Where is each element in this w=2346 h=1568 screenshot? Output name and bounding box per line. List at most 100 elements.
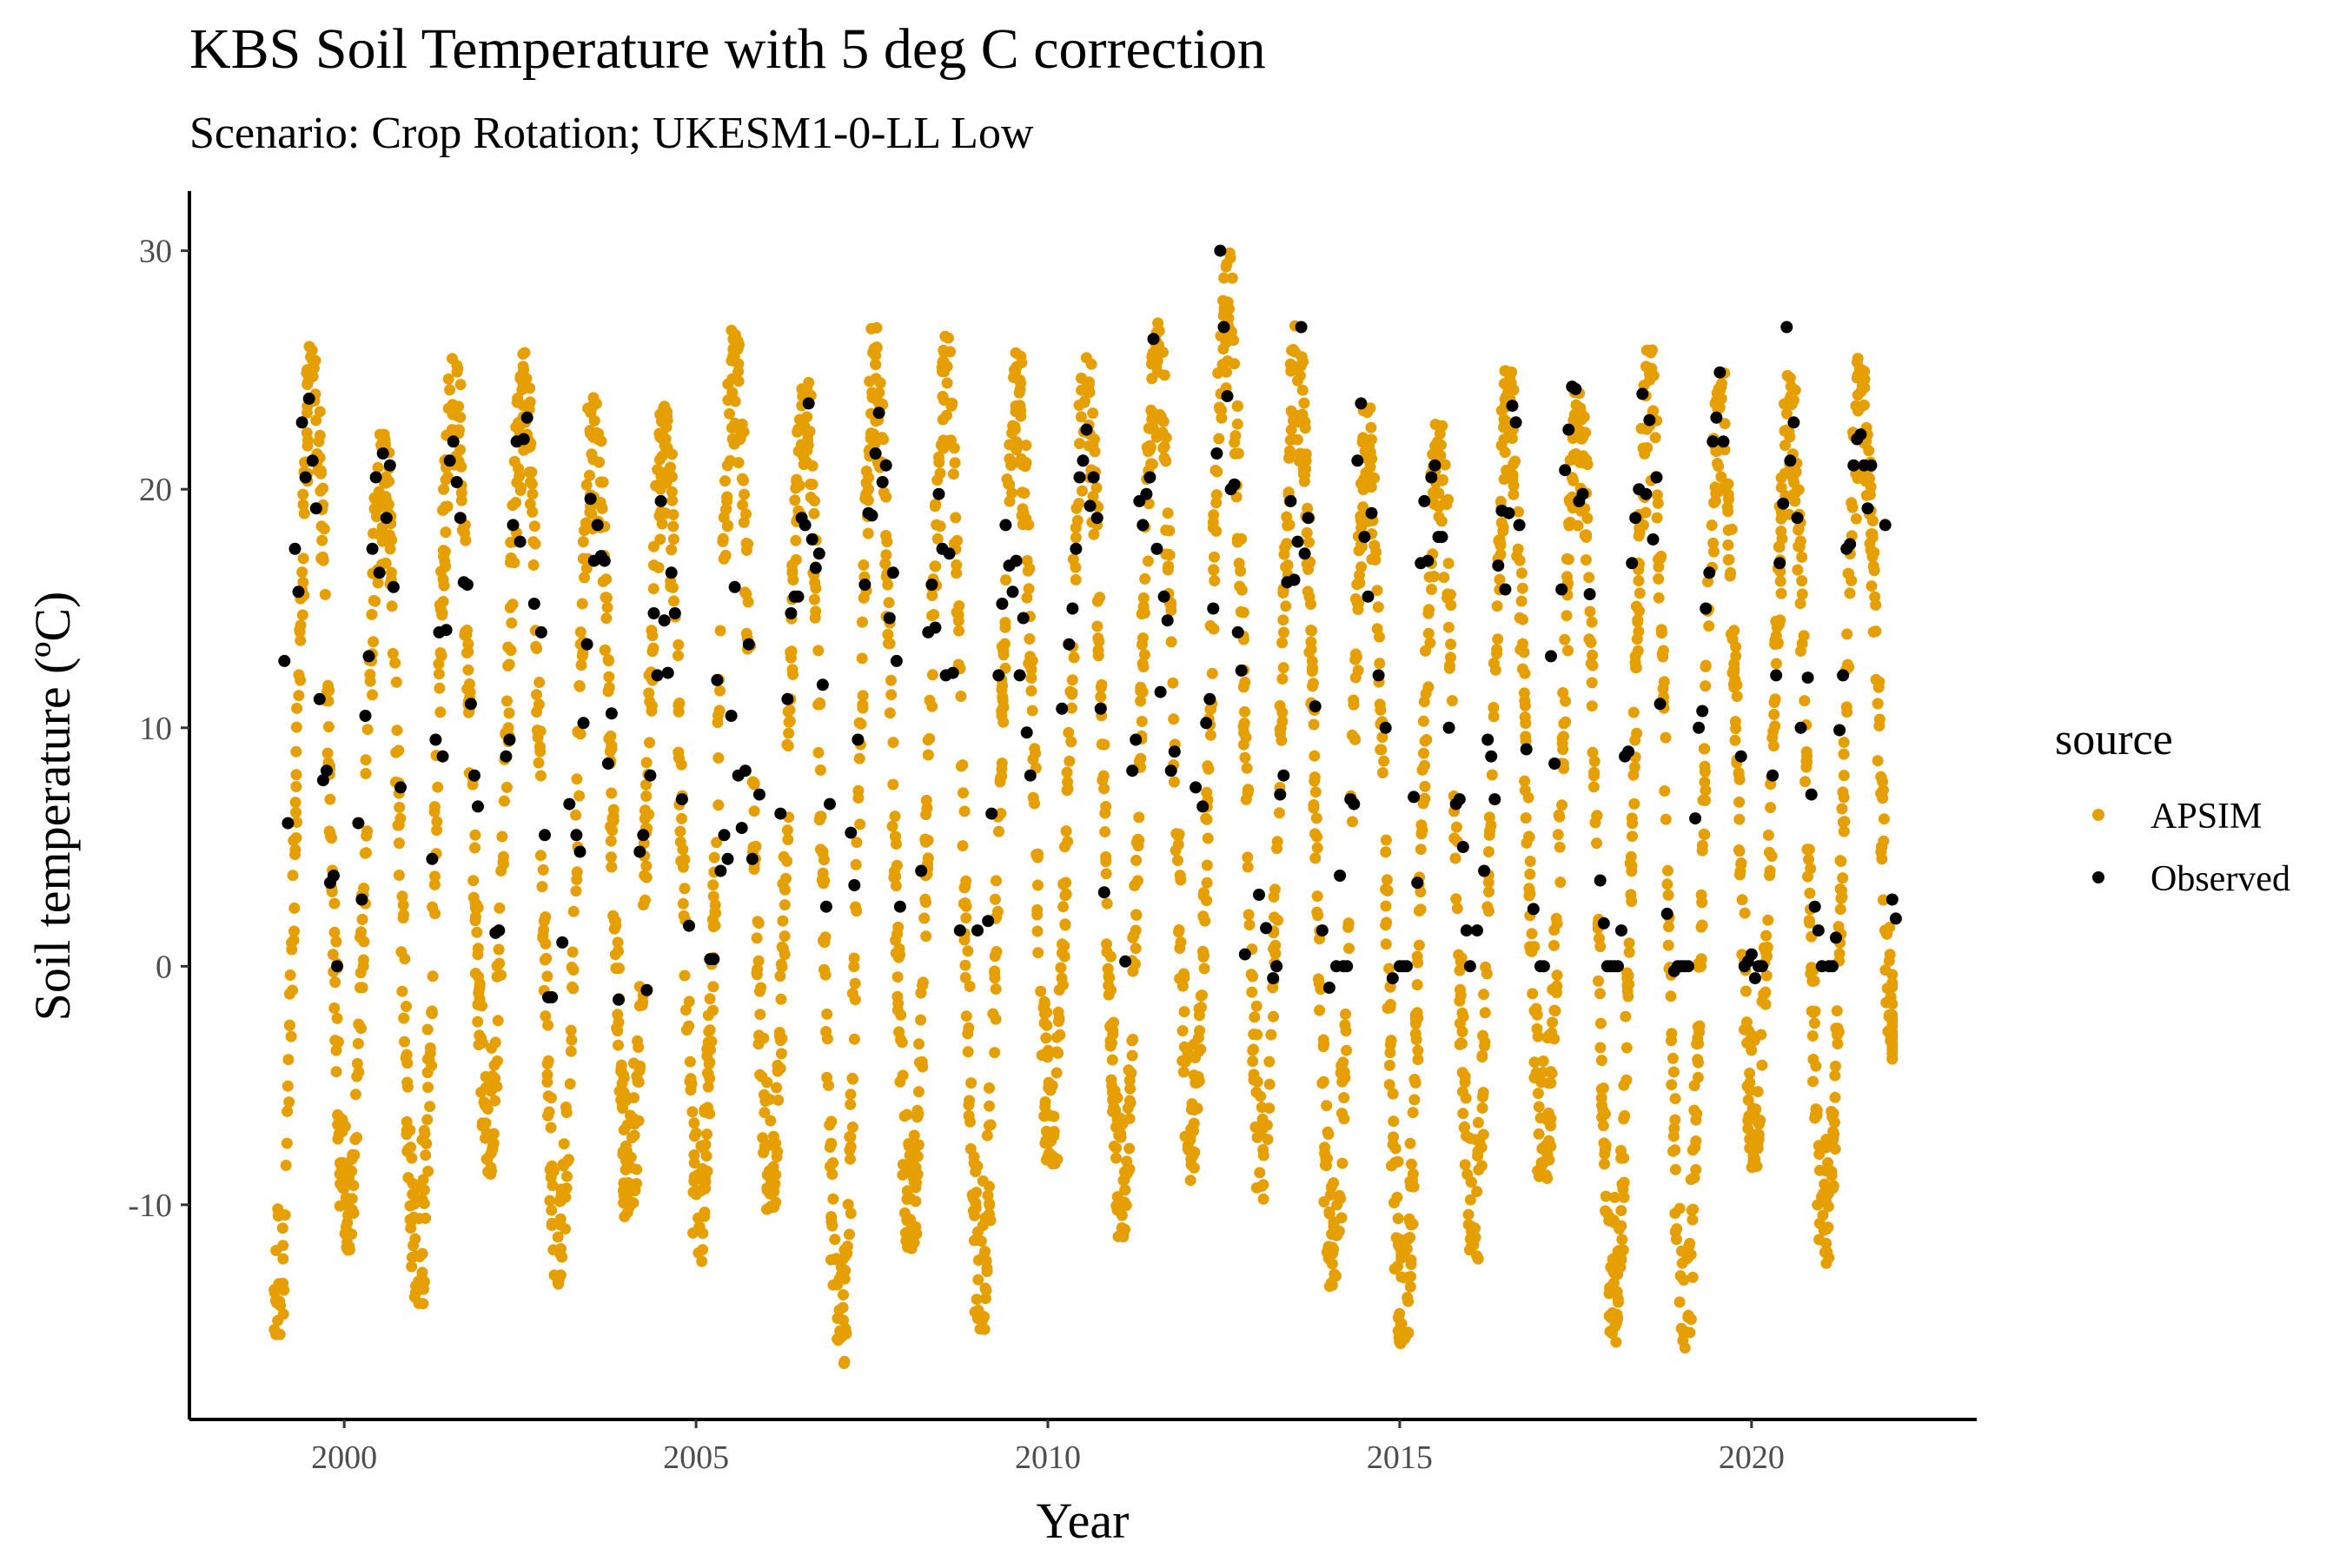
apsim-point bbox=[1615, 1205, 1627, 1217]
apsim-point bbox=[708, 851, 720, 863]
apsim-point bbox=[1706, 519, 1718, 532]
apsim-point bbox=[1303, 591, 1315, 603]
apsim-point bbox=[764, 1094, 776, 1106]
apsim-point bbox=[606, 743, 618, 755]
apsim-point bbox=[1715, 380, 1727, 393]
apsim-point bbox=[668, 595, 679, 607]
apsim-point bbox=[1059, 919, 1071, 931]
apsim-point bbox=[1089, 446, 1101, 458]
apsim-point bbox=[1698, 743, 1710, 755]
apsim-point bbox=[1660, 731, 1672, 744]
apsim-point bbox=[1062, 783, 1074, 795]
apsim-point bbox=[1491, 600, 1503, 612]
apsim-point bbox=[1547, 1016, 1559, 1029]
apsim-point bbox=[1662, 939, 1674, 951]
apsim-point bbox=[979, 1246, 991, 1258]
apsim-point bbox=[283, 1020, 295, 1031]
apsim-point bbox=[1677, 1334, 1689, 1346]
apsim-point bbox=[1295, 415, 1307, 427]
apsim-point bbox=[272, 1210, 284, 1222]
apsim-point bbox=[1088, 528, 1100, 540]
apsim-point bbox=[1089, 433, 1100, 446]
observed-point bbox=[1168, 745, 1181, 758]
apsim-point bbox=[1170, 844, 1182, 857]
apsim-point bbox=[1057, 901, 1070, 913]
apsim-point bbox=[1796, 551, 1808, 563]
observed-point bbox=[1207, 602, 1220, 615]
apsim-point bbox=[1620, 1074, 1633, 1086]
apsim-point bbox=[884, 707, 896, 719]
apsim-point bbox=[295, 634, 307, 646]
apsim-point bbox=[1551, 969, 1563, 982]
apsim-point bbox=[418, 1197, 430, 1209]
apsim-point bbox=[1667, 1130, 1680, 1142]
apsim-point bbox=[1394, 1307, 1406, 1320]
observed-point bbox=[1615, 924, 1627, 937]
apsim-point bbox=[1870, 599, 1882, 611]
apsim-point bbox=[1017, 507, 1030, 519]
apsim-point bbox=[410, 1192, 421, 1204]
apsim-point bbox=[922, 852, 934, 864]
apsim-point bbox=[1108, 1141, 1120, 1152]
apsim-point bbox=[1872, 755, 1884, 767]
apsim-point bbox=[1653, 561, 1665, 572]
apsim-point bbox=[1773, 540, 1785, 552]
apsim-point bbox=[1061, 766, 1073, 778]
apsim-point bbox=[428, 806, 441, 817]
apsim-point bbox=[688, 1149, 700, 1161]
apsim-point bbox=[1829, 1091, 1841, 1103]
apsim-point bbox=[912, 1086, 924, 1098]
observed-point bbox=[1130, 733, 1143, 746]
apsim-point bbox=[1050, 1067, 1063, 1079]
apsim-point bbox=[1304, 556, 1316, 568]
apsim-point bbox=[1254, 1167, 1266, 1179]
apsim-point bbox=[955, 691, 967, 702]
apsim-point bbox=[296, 609, 308, 621]
apsim-point bbox=[273, 1278, 285, 1290]
apsim-point bbox=[1309, 828, 1321, 840]
apsim-point bbox=[857, 690, 869, 702]
apsim-point bbox=[1117, 1231, 1130, 1243]
apsim-point bbox=[952, 615, 964, 627]
apsim-point bbox=[1263, 1102, 1276, 1115]
apsim-point bbox=[786, 559, 799, 572]
apsim-point bbox=[1801, 844, 1813, 856]
apsim-point bbox=[1501, 391, 1512, 402]
apsim-point bbox=[726, 387, 739, 399]
observed-point bbox=[1861, 502, 1874, 515]
apsim-point bbox=[964, 1115, 976, 1128]
apsim-point bbox=[1740, 985, 1752, 997]
apsim-point bbox=[1637, 442, 1649, 454]
apsim-point bbox=[688, 1117, 700, 1129]
apsim-point bbox=[1886, 969, 1899, 981]
observed-point bbox=[711, 673, 724, 686]
observed-point bbox=[306, 454, 319, 467]
observed-point bbox=[527, 598, 540, 610]
apsim-point bbox=[883, 597, 895, 609]
observed-point bbox=[812, 547, 825, 560]
apsim-point bbox=[1442, 621, 1455, 633]
apsim-point bbox=[1419, 735, 1431, 747]
apsim-point bbox=[827, 1193, 839, 1205]
observed-point bbox=[591, 519, 604, 532]
apsim-point bbox=[957, 759, 969, 771]
apsim-point bbox=[1070, 573, 1082, 586]
apsim-point bbox=[288, 925, 300, 937]
apsim-point bbox=[1283, 452, 1295, 464]
apsim-point bbox=[918, 912, 931, 924]
apsim-point bbox=[1075, 411, 1087, 423]
observed-point bbox=[872, 407, 885, 420]
apsim-point bbox=[1114, 1204, 1125, 1216]
apsim-point bbox=[699, 1210, 711, 1222]
apsim-point bbox=[1138, 607, 1150, 619]
apsim-point bbox=[879, 558, 891, 570]
apsim-point bbox=[1277, 662, 1289, 674]
apsim-point bbox=[1850, 513, 1862, 525]
apsim-point bbox=[931, 533, 944, 545]
apsim-point bbox=[1687, 1271, 1699, 1283]
apsim-point bbox=[462, 664, 474, 676]
apsim-point bbox=[1243, 919, 1256, 931]
apsim-point bbox=[268, 1287, 281, 1299]
apsim-point bbox=[1549, 1005, 1561, 1017]
apsim-point bbox=[1368, 539, 1381, 552]
